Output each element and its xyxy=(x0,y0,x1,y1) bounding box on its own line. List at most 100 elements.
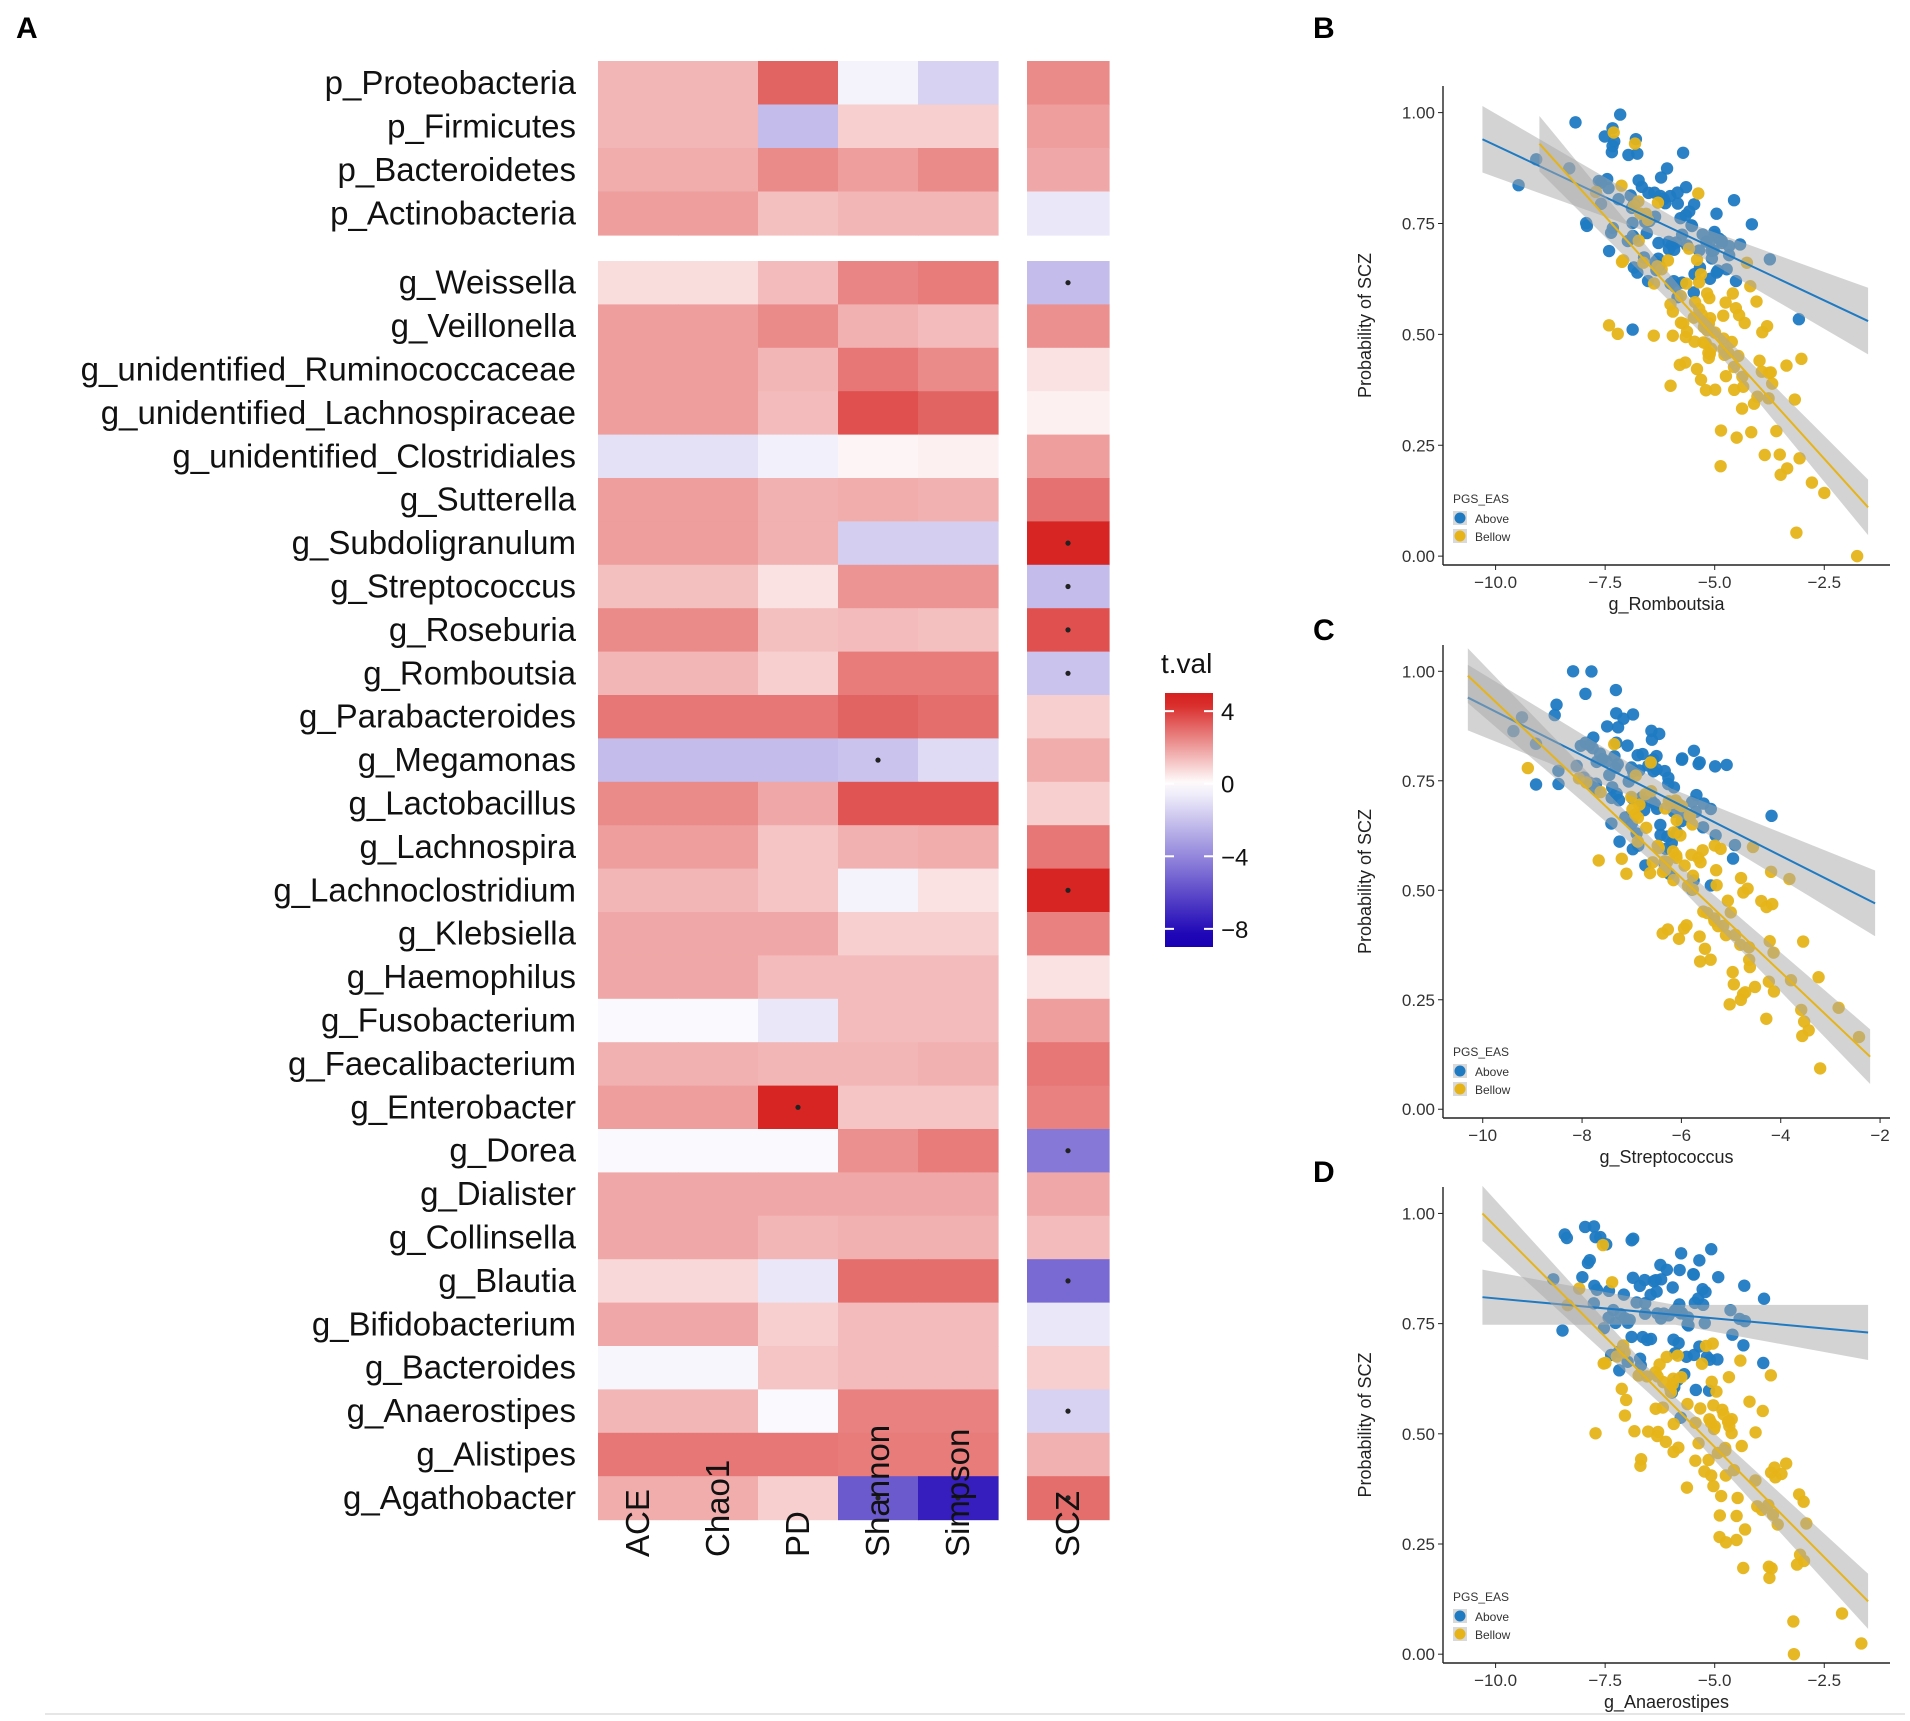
heatmap-cell xyxy=(678,191,759,236)
x-tick-label: −7.5 xyxy=(1588,573,1622,592)
heatmap-cell xyxy=(1027,825,1110,870)
scatter-point xyxy=(1615,255,1629,269)
scatter-point xyxy=(1756,1404,1769,1418)
scatter-point xyxy=(1692,276,1706,289)
heatmap-cell xyxy=(838,1302,919,1347)
significance-dot xyxy=(1065,1278,1071,1284)
heatmap-cell xyxy=(758,868,839,913)
scatter-point xyxy=(1529,778,1543,791)
heatmap-cell xyxy=(838,912,919,956)
heatmap-cell xyxy=(918,1432,999,1477)
heatmap-cell xyxy=(598,651,679,696)
row-label: g_Parabacteroides xyxy=(299,698,576,735)
scatter-point xyxy=(1667,1333,1680,1346)
heatmap-cell xyxy=(838,564,919,609)
scatter-point xyxy=(1748,980,1762,994)
colorbar-title: t.val xyxy=(1161,648,1212,679)
heatmap-cell xyxy=(598,347,679,392)
scatter-point xyxy=(1727,978,1741,991)
scatter-point xyxy=(1611,327,1624,341)
heatmap-cell xyxy=(678,564,759,609)
fit-line xyxy=(1467,674,1871,1058)
scatter-point xyxy=(1762,1560,1776,1573)
scatter-point xyxy=(1719,369,1733,383)
colorbar-tick-label: 0 xyxy=(1221,772,1234,799)
significance-dot xyxy=(955,1495,961,1501)
scatter-point xyxy=(1758,448,1771,462)
x-tick-label: −10.0 xyxy=(1474,1671,1517,1690)
scatter-point xyxy=(1712,1270,1725,1284)
row-label: g_Fusobacterium xyxy=(321,1002,576,1039)
heatmap-cell xyxy=(838,521,919,566)
scatter-point xyxy=(1764,1369,1778,1382)
scatter-point xyxy=(1626,1271,1640,1284)
y-tick-label: 0.75 xyxy=(1402,214,1435,233)
scatter-point xyxy=(1710,207,1723,220)
fit-line xyxy=(1538,142,1869,509)
heatmap-cell xyxy=(918,1085,999,1130)
scatter-point xyxy=(1602,244,1616,258)
scatter-point xyxy=(1672,932,1686,945)
scatter-point xyxy=(1566,665,1580,678)
scatter-point xyxy=(1615,852,1628,865)
heatmap-cell xyxy=(598,1259,679,1304)
scatter-point xyxy=(1745,426,1758,439)
scatter-point xyxy=(1658,764,1671,778)
scatter-point xyxy=(1726,852,1740,865)
heatmap-cell xyxy=(758,1302,839,1347)
heatmap-cell xyxy=(1027,1172,1110,1217)
heatmap-cell xyxy=(918,1302,999,1347)
heatmap-cell xyxy=(1027,998,1110,1043)
scatter-point xyxy=(1667,1417,1680,1431)
scatter-point xyxy=(1636,1330,1649,1344)
scatter-point xyxy=(1855,1637,1868,1650)
heatmap-cell xyxy=(598,1129,679,1173)
x-tick-label: −5.0 xyxy=(1698,573,1732,592)
heatmap-cell xyxy=(838,1085,919,1130)
heatmap-cell xyxy=(758,781,839,826)
scatter-point xyxy=(1850,549,1864,563)
row-label: g_Roseburia xyxy=(389,611,577,648)
scatter-point xyxy=(1767,985,1781,998)
scatter-point xyxy=(1693,1254,1706,1267)
row-label: g_Blautia xyxy=(438,1262,576,1299)
scatter-point xyxy=(1621,739,1634,752)
scatter-point xyxy=(1666,329,1680,342)
heatmap-cell xyxy=(918,304,999,349)
heatmap-cell xyxy=(838,1346,919,1390)
heatmap-cell xyxy=(838,1432,919,1477)
scatter-point xyxy=(1738,316,1751,330)
heatmap-cell xyxy=(598,304,679,349)
significance-dot xyxy=(1065,1495,1071,1501)
scatter-point xyxy=(1690,362,1704,376)
scatter-point xyxy=(1585,665,1598,678)
heatmap-cell xyxy=(1027,1346,1110,1390)
row-label: g_Haemophilus xyxy=(347,958,576,995)
y-tick-label: 0.25 xyxy=(1402,1535,1435,1554)
row-label: g_Collinsella xyxy=(389,1219,577,1256)
scatter-point xyxy=(1707,1399,1720,1412)
heatmap-cell xyxy=(598,104,679,149)
heatmap-cell xyxy=(1027,347,1110,392)
heatmap-cell xyxy=(758,478,839,522)
scatter-point xyxy=(1685,848,1698,862)
heatmap-cell xyxy=(918,1172,999,1217)
scatter-point xyxy=(1774,468,1787,481)
heatmap-cell xyxy=(598,868,679,913)
row-label: p_Bacteroidetes xyxy=(338,151,577,188)
heatmap-cell xyxy=(838,347,919,392)
scatter-point xyxy=(1726,287,1739,300)
heatmap-cell xyxy=(758,61,839,106)
heatmap-cell xyxy=(598,1432,679,1477)
scatter-point xyxy=(1654,1258,1667,1272)
heatmap-cell xyxy=(838,651,919,696)
legend-key xyxy=(1454,1065,1466,1077)
heatmap-cell xyxy=(1027,1432,1110,1477)
scatter-point xyxy=(1680,1481,1694,1494)
heatmap-cell xyxy=(1027,695,1110,739)
scatter-point xyxy=(1813,1062,1827,1075)
heatmap-cell xyxy=(758,955,839,1000)
y-tick-label: 1.00 xyxy=(1402,662,1435,681)
scatter-point xyxy=(1721,894,1735,907)
scatter-point xyxy=(1673,358,1686,372)
